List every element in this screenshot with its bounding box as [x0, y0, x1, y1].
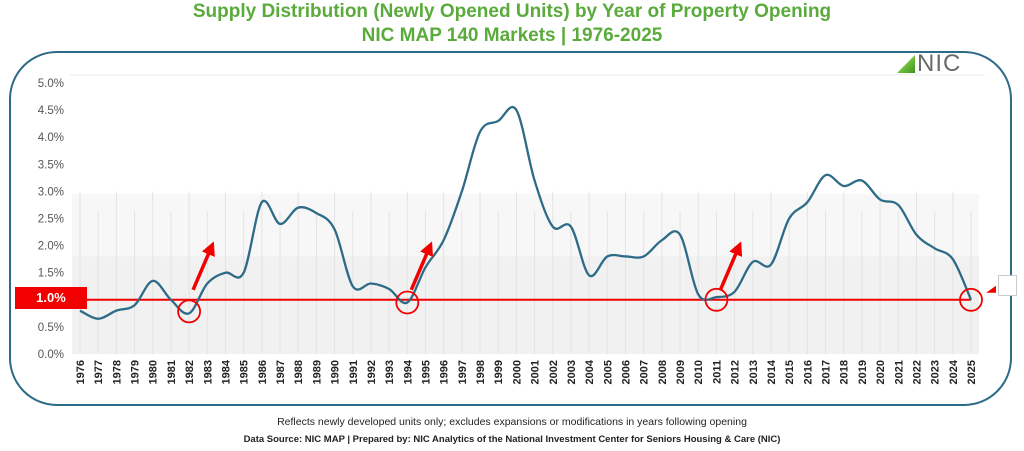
x-tick-label: 2009 — [675, 360, 687, 384]
arrow-left-icon-2025 — [986, 285, 996, 293]
x-tick-label: 2020 — [875, 360, 887, 384]
x-tick-label: 2012 — [730, 360, 742, 384]
data-source: Data Source: NIC MAP | Prepared by: NIC … — [243, 434, 781, 445]
y-tick-label: 4.5% — [38, 105, 64, 117]
y-tick-label: 2.0% — [38, 241, 64, 253]
footnote: Reflects newly developed units only; exc… — [277, 416, 747, 428]
annotations — [177, 241, 996, 324]
x-tick-label: 1989 — [311, 360, 323, 384]
x-tick-label: 2010 — [693, 360, 705, 384]
chart-subtitle: NIC MAP 140 Markets | 1976-2025 — [361, 25, 663, 46]
x-tick-label: 1980 — [148, 360, 160, 384]
x-tick-label: 2015 — [784, 360, 796, 384]
x-tick-label: 1988 — [293, 360, 305, 384]
x-tick-label: 2013 — [748, 360, 760, 384]
x-tick-label: 2000 — [511, 360, 523, 384]
y-tick-label: 3.5% — [38, 159, 64, 171]
x-tick-label: 2002 — [548, 360, 560, 384]
x-tick-label: 2003 — [566, 360, 578, 384]
y-tick-label: 5.0% — [38, 78, 64, 90]
reference-label: 1.0% — [15, 287, 87, 309]
x-tick-label: 2019 — [857, 360, 869, 384]
x-tick-label: 1985 — [239, 360, 251, 384]
x-tick-label: 2005 — [602, 360, 614, 384]
x-axis-ticks: 1976 1977 1978 1979 1980 1981 1982 1983 1984 1985… — [75, 359, 978, 384]
y-tick-label: 4.0% — [38, 132, 64, 144]
y-tick-label: 0.5% — [38, 322, 64, 334]
x-tick-label: 1994 — [402, 359, 414, 384]
arrow-up-icon-2011 — [718, 241, 743, 291]
vertical-gridlines — [79, 191, 972, 354]
series-line — [79, 105, 973, 320]
x-tick-label: 2001 — [530, 360, 542, 384]
x-tick-label: 2004 — [584, 359, 596, 384]
x-tick-label: 1983 — [202, 360, 214, 384]
x-tick-label: 1979 — [130, 360, 142, 384]
x-tick-label: 2016 — [802, 360, 814, 384]
y-tick-label: 1.5% — [38, 268, 64, 280]
background-bands — [70, 74, 985, 355]
x-tick-label: 1977 — [93, 360, 105, 384]
x-tick-label: 1995 — [420, 360, 432, 384]
x-tick-label: 2025 — [966, 360, 978, 384]
x-tick-label: 1984 — [220, 359, 232, 384]
y-tick-label: 0.0% — [38, 349, 64, 361]
nic-logo-icon — [897, 55, 915, 73]
x-tick-label: 1996 — [439, 360, 451, 384]
x-tick-label: 2021 — [893, 360, 905, 384]
highlight-circle-2025 — [959, 287, 983, 312]
arrow-up-icon-1982 — [191, 241, 215, 291]
x-tick-label: 1991 — [348, 360, 360, 384]
nic-logo-text: NIC — [917, 50, 962, 77]
y-tick-label: 3.0% — [38, 186, 64, 198]
x-tick-label: 2008 — [657, 360, 669, 384]
blank-box — [998, 275, 1017, 296]
highlight-circle-1982 — [177, 299, 202, 324]
x-tick-label: 1978 — [111, 360, 123, 384]
band-lower — [72, 256, 979, 354]
x-tick-label: 2017 — [821, 360, 833, 384]
x-tick-label: 2011 — [711, 360, 723, 384]
nic-logo: NIC — [897, 50, 967, 77]
chart-title: Supply Distribution (Newly Opened Units)… — [192, 1, 832, 22]
x-tick-label: 2022 — [911, 360, 923, 384]
x-tick-label: 1999 — [493, 360, 505, 384]
x-tick-label: 2023 — [930, 360, 942, 384]
y-axis-ticks: 0.0%0.5%1.0%1.5%2.0%2.5%3.0%3.5%4.0%4.5%… — [38, 78, 64, 361]
x-tick-label: 1997 — [457, 360, 469, 384]
x-tick-label: 1987 — [275, 360, 287, 384]
highlight-circle-2011 — [704, 287, 729, 312]
x-tick-label: 1986 — [257, 360, 269, 384]
x-tick-label: 1981 — [166, 360, 178, 384]
y-tick-label: 2.5% — [38, 214, 64, 226]
highlight-circle-1994 — [395, 290, 420, 315]
x-tick-label: 1992 — [366, 360, 378, 384]
x-tick-label: 1993 — [384, 360, 396, 384]
x-tick-label: 1990 — [330, 360, 342, 384]
x-tick-label: 2024 — [948, 359, 960, 384]
x-tick-label: 1982 — [184, 360, 196, 384]
x-tick-label: 1998 — [475, 360, 487, 384]
x-tick-label: 1976 — [75, 360, 87, 384]
chart-frame — [9, 51, 1012, 406]
arrow-up-icon-1994 — [409, 241, 433, 291]
x-tick-label: 2014 — [766, 359, 778, 384]
x-tick-label: 2018 — [839, 360, 851, 384]
x-tick-label: 2007 — [639, 360, 651, 384]
x-tick-label: 2006 — [621, 360, 633, 384]
